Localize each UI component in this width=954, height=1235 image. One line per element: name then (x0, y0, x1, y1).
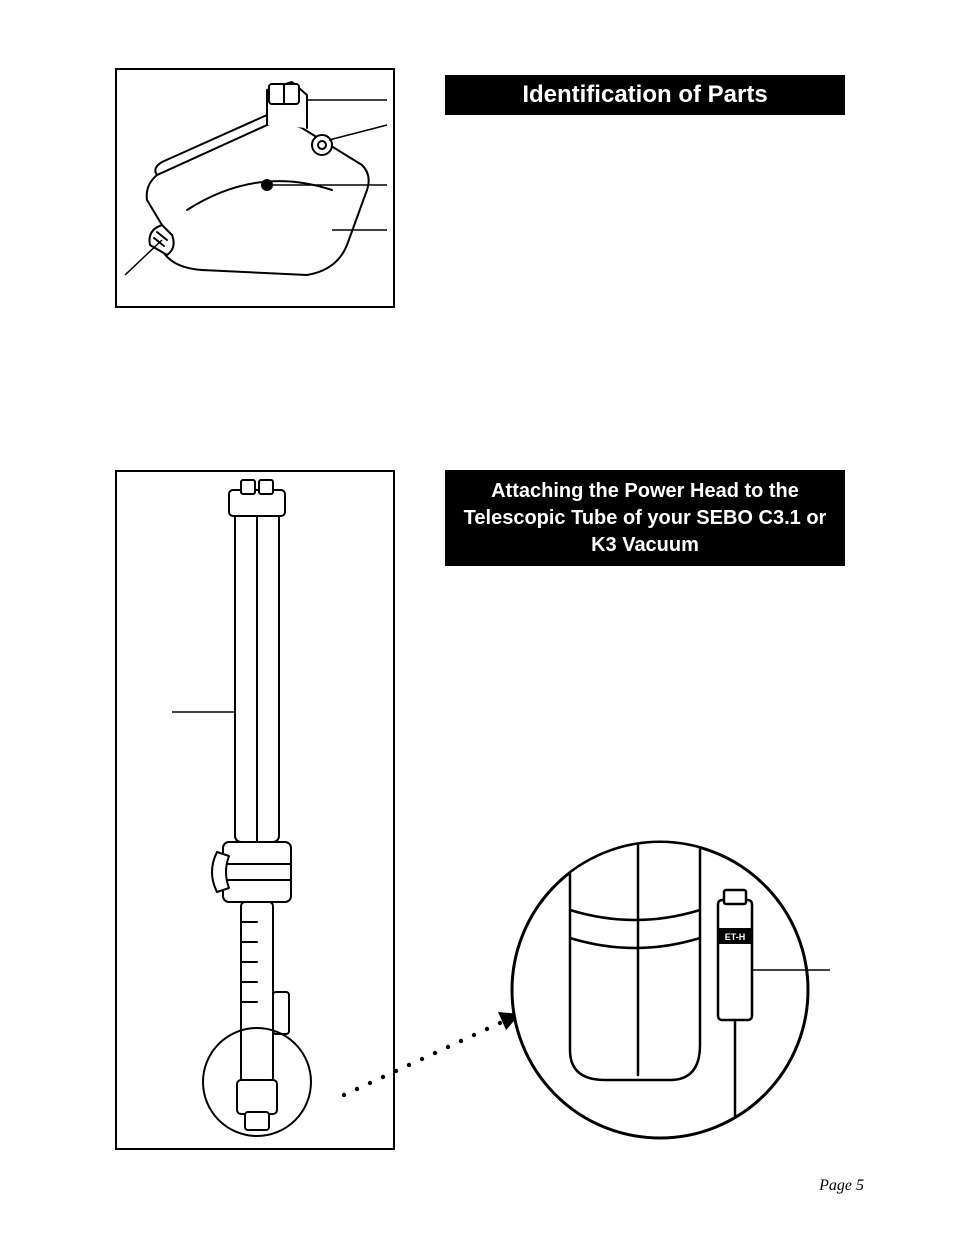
page-number: Page 5 (819, 1177, 864, 1195)
page-number-text: Page 5 (819, 1177, 864, 1194)
detail-label-text: ET-H (725, 932, 746, 942)
figure-detail-inset: ET-H (510, 840, 830, 1160)
page: Identification of Parts (0, 0, 954, 1235)
